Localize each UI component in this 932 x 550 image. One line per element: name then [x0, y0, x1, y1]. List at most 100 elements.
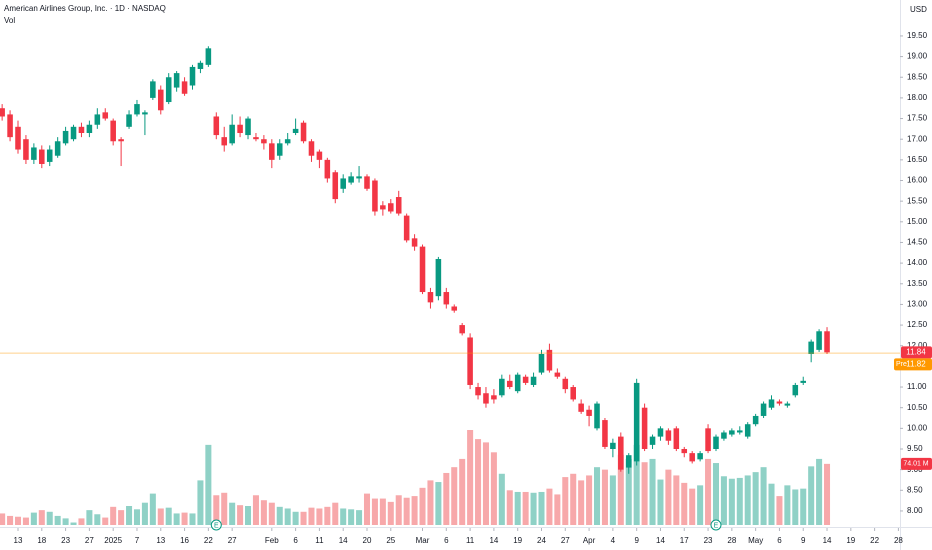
y-tick-label: 14.00	[907, 258, 928, 267]
candle-body	[729, 430, 735, 435]
candle-body	[633, 382, 640, 462]
candle-body	[641, 407, 648, 449]
x-tick-label: 22	[204, 536, 213, 545]
candle-body	[713, 436, 719, 449]
y-tick-label: 11.00	[907, 382, 927, 391]
candle-body	[776, 401, 783, 404]
candle-body	[205, 48, 212, 65]
volume-bar	[411, 496, 418, 525]
x-tick-label: 27	[228, 536, 237, 545]
volume-bar	[419, 487, 426, 525]
y-tick-label: 8.50	[907, 485, 923, 494]
volume-bar	[546, 488, 553, 525]
volume-bar	[276, 506, 283, 525]
volume-bar	[593, 467, 601, 525]
volume-bar	[395, 495, 402, 525]
y-tick-label: 15.50	[907, 196, 928, 205]
volume-bar	[530, 492, 537, 525]
candle-body	[665, 430, 672, 441]
volume-bar	[221, 492, 228, 525]
candle-body	[157, 89, 164, 111]
volume-bar	[633, 444, 640, 525]
candle-body	[522, 376, 529, 383]
volume-bar	[38, 510, 45, 525]
candle-body	[816, 331, 822, 350]
candle-body	[118, 139, 124, 142]
candle-body	[499, 378, 505, 396]
volume-bar	[768, 483, 775, 525]
volume-layer	[0, 430, 831, 525]
volume-bar	[157, 508, 164, 525]
volume-bar	[649, 458, 656, 525]
y-tick-label: 15.00	[907, 217, 928, 226]
volume-bar	[292, 511, 299, 525]
candle-body	[546, 349, 553, 371]
pre-price-name: Pre	[896, 361, 907, 368]
candle-body	[506, 380, 513, 388]
x-tick-label: 27	[561, 536, 570, 545]
volume-bar	[363, 493, 371, 525]
candle-body	[467, 337, 473, 385]
volume-bar	[46, 511, 53, 525]
y-tick-label: 10.00	[907, 423, 928, 432]
pre-price-label: 11.82	[906, 359, 926, 368]
candle-body	[316, 151, 323, 160]
candle-body	[221, 137, 228, 146]
volume-bar	[609, 475, 616, 525]
y-tick-label: 8.00	[907, 506, 923, 515]
candle-body	[229, 124, 235, 144]
x-tick-label: Apr	[583, 536, 596, 545]
y-tick-label: 16.50	[907, 155, 928, 164]
x-tick-label: 13	[14, 536, 23, 545]
volume-bar	[205, 444, 212, 525]
candle-body	[94, 114, 101, 125]
last-price-label: 11.84	[906, 347, 926, 356]
volume-bar	[800, 488, 807, 525]
volume-bar	[316, 508, 323, 525]
volume-bar	[427, 480, 434, 525]
x-tick-label: 9	[801, 536, 806, 545]
volume-bar	[0, 513, 6, 525]
candle-body	[348, 176, 354, 183]
volume-bar	[443, 472, 450, 525]
candle-body	[752, 415, 759, 425]
candle-body	[110, 120, 116, 142]
candle-body	[237, 124, 243, 134]
x-tick-label: 6	[444, 536, 449, 545]
volume-bar	[149, 493, 156, 525]
x-tick-label: 23	[704, 536, 713, 545]
y-tick-label: 17.50	[907, 114, 928, 123]
pre-price-tag	[894, 358, 932, 371]
volume-bar	[54, 515, 61, 525]
event-label: E	[714, 522, 719, 529]
candle-body	[126, 114, 132, 127]
x-tick-label: 28	[727, 536, 736, 545]
candle-body	[721, 432, 727, 439]
candle-body	[538, 353, 545, 373]
candle-body	[395, 197, 402, 214]
volume-bar	[475, 439, 482, 525]
volume-bar	[570, 473, 577, 525]
y-tick-label: 19.50	[907, 31, 928, 40]
volume-bar	[482, 442, 489, 525]
volume-bar	[776, 496, 783, 525]
event-label: E	[214, 522, 219, 529]
volume-bar	[181, 512, 188, 525]
volume-bar	[308, 507, 315, 525]
y-tick-label: 12.00	[907, 341, 928, 350]
x-tick-label: 6	[777, 536, 782, 545]
candle-body	[388, 203, 394, 212]
volume-bar	[245, 506, 252, 525]
volume-bar	[736, 477, 743, 525]
candle-body	[586, 409, 592, 416]
candle-body	[618, 436, 624, 470]
x-tick-label: Mar	[416, 536, 430, 545]
x-tick-label: 24	[537, 536, 546, 545]
x-tick-label: 9	[634, 536, 639, 545]
volume-bar	[625, 458, 632, 525]
candle-body	[70, 126, 77, 140]
candle-body	[530, 376, 537, 385]
volume-bar	[752, 472, 759, 525]
candle-body	[657, 428, 664, 437]
